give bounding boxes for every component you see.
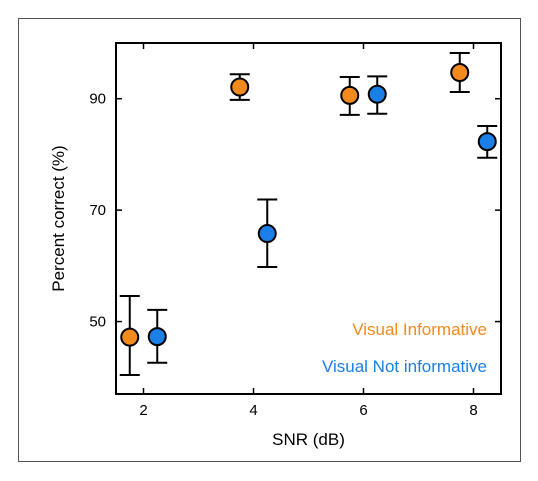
data-point — [230, 77, 250, 97]
legend-entry-visual-not-informative: Visual Not informative — [322, 357, 487, 376]
x-axis-label: SNR (dB) — [272, 430, 345, 449]
x-tick-label: 8 — [469, 402, 477, 419]
data-point — [257, 224, 277, 244]
data-point — [147, 327, 167, 347]
data-marks — [119, 52, 498, 377]
legend-entry-visual-informative: Visual Informative — [352, 320, 487, 339]
data-point — [120, 327, 140, 347]
series-1 — [147, 75, 498, 364]
ticks: 2 4 6 8 50 70 90 — [89, 43, 501, 419]
y-tick-label: 90 — [89, 91, 106, 108]
y-axis-label: Percent correct (%) — [49, 145, 68, 291]
x-tick-label: 6 — [359, 402, 367, 419]
data-point — [450, 63, 470, 83]
data-point — [477, 132, 497, 152]
y-tick-label: 50 — [89, 314, 106, 331]
series-0 — [119, 52, 470, 377]
x-tick-label: 2 — [139, 402, 147, 419]
x-tick-label: 4 — [249, 402, 257, 419]
data-point — [367, 84, 387, 104]
y-tick-label: 70 — [89, 202, 106, 219]
axes-box — [115, 42, 502, 395]
plot-area — [115, 42, 502, 395]
data-point — [340, 85, 360, 105]
